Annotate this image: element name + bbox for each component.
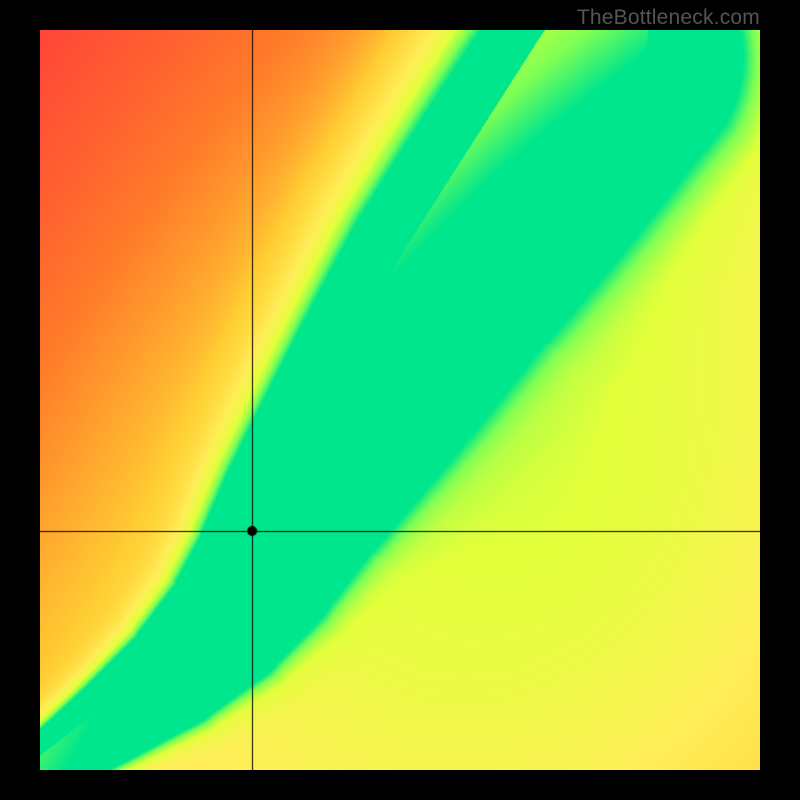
heatmap-canvas: [40, 30, 760, 770]
plot-area: [40, 30, 760, 770]
watermark-text: TheBottleneck.com: [577, 6, 760, 30]
